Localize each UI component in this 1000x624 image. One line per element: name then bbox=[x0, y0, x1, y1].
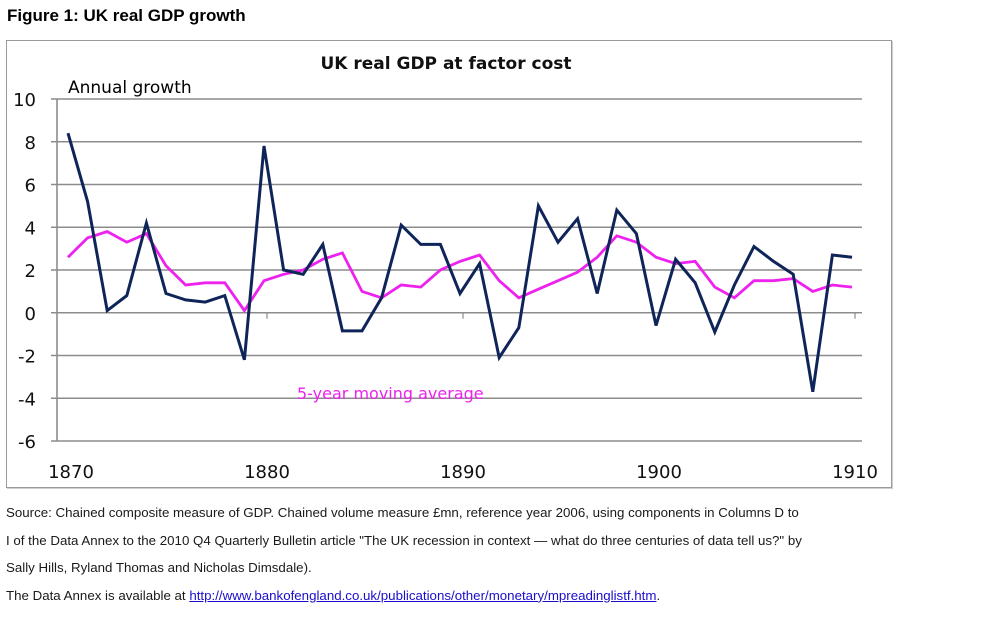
gdp-chart: -6 -4 -2 0 2 4 6 8 10 1870 1880 1890 1900 1910 UK rea… bbox=[13, 54, 878, 483]
y-tick-label: -4 bbox=[18, 389, 36, 410]
y-tick-label: 6 bbox=[25, 176, 36, 197]
gridlines bbox=[51, 98, 862, 442]
y-tick-label: 4 bbox=[25, 218, 36, 239]
y-tick-label: 2 bbox=[25, 261, 36, 282]
series-line-annual-growth bbox=[66, 132, 853, 393]
caption-line-2: I of the Data Annex to the 2010 Q4 Quart… bbox=[6, 532, 802, 548]
x-tick-label: 1910 bbox=[832, 462, 878, 483]
x-tick-label: 1890 bbox=[440, 462, 486, 483]
axes bbox=[56, 99, 856, 441]
y-tick-label: 10 bbox=[13, 90, 36, 111]
series-line-moving-average bbox=[67, 229, 853, 314]
y-tick-label: -2 bbox=[18, 347, 36, 368]
series-lines bbox=[66, 132, 853, 393]
y-tick-label: -6 bbox=[18, 432, 36, 453]
x-tick-label: 1880 bbox=[244, 462, 290, 483]
caption-line-4: The Data Annex is available at http://ww… bbox=[6, 582, 996, 610]
caption-line-4-suffix: . bbox=[656, 587, 661, 603]
data-annex-link[interactable]: http://www.bankofengland.co.uk/publicati… bbox=[189, 587, 657, 603]
caption-line-1: Source: Chained composite measure of GDP… bbox=[6, 505, 799, 520]
x-tick-label: 1870 bbox=[48, 462, 94, 483]
caption-line-4-prefix: The Data Annex is available at bbox=[6, 587, 190, 603]
caption: Source: Chained composite measure of GDP… bbox=[6, 499, 996, 609]
y-tick-label: 0 bbox=[25, 304, 36, 325]
annotation-moving-average: 5-year moving average bbox=[297, 384, 484, 403]
chart-title: UK real GDP at factor cost bbox=[320, 54, 571, 74]
y-tick-label: 8 bbox=[25, 133, 36, 154]
figure-title: Figure 1: UK real GDP growth bbox=[7, 6, 246, 25]
chart-frame bbox=[6, 40, 892, 488]
annotation-annual-growth: Annual growth bbox=[68, 78, 192, 98]
caption-line-3: Sally Hills, Ryland Thomas and Nicholas … bbox=[6, 560, 312, 575]
x-tick-label: 1900 bbox=[636, 462, 682, 483]
tick-labels: -6 -4 -2 0 2 4 6 8 10 1870 1880 1890 1900 1910 bbox=[13, 90, 878, 483]
